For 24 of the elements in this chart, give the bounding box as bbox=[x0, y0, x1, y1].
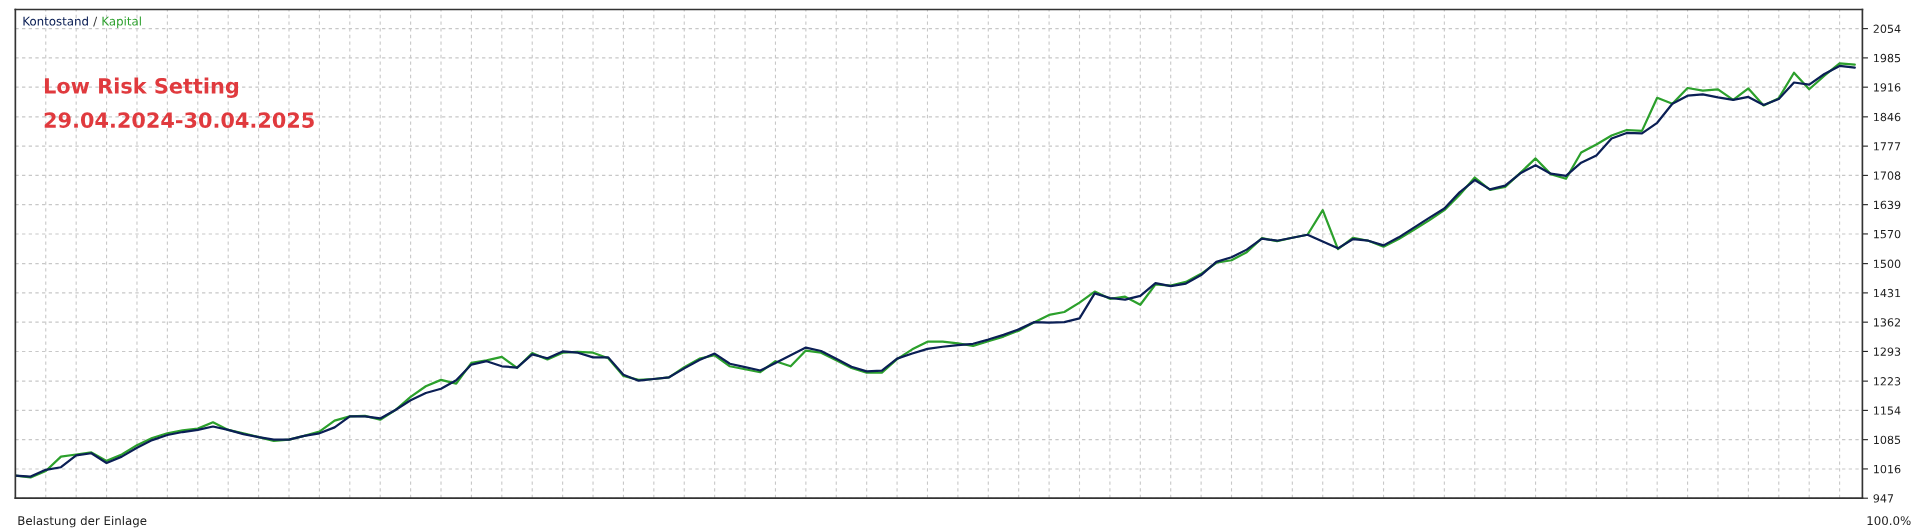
y-tick-label: 947 bbox=[1873, 494, 1894, 503]
text: Belastung der Einlage bbox=[18, 515, 147, 528]
y-tick-label: 1085 bbox=[1874, 435, 1901, 445]
y-tick-label: 1985 bbox=[1874, 53, 1901, 63]
y-tick-label: 1916 bbox=[1874, 83, 1901, 92]
text: Low Risk Setting bbox=[44, 77, 239, 98]
text: 100.0% bbox=[1867, 516, 1911, 526]
y-tick-label: 1846 bbox=[1874, 112, 1901, 122]
y-tick-label: 1223 bbox=[1874, 377, 1901, 386]
y-tick-label: 1708 bbox=[1874, 171, 1901, 180]
y-tick-label: 1500 bbox=[1874, 259, 1901, 269]
y-tick-label: 1639 bbox=[1874, 200, 1901, 210]
text: Kapital bbox=[102, 16, 141, 28]
y-tick-label: 1570 bbox=[1874, 229, 1901, 239]
text: 29.04.2024-30.04.2025 bbox=[44, 112, 314, 128]
y-tick-label: 1016 bbox=[1874, 464, 1901, 474]
text: Kontostand bbox=[23, 16, 88, 26]
y-tick-label: 1431 bbox=[1874, 288, 1901, 298]
y-tick-label: 2054 bbox=[1873, 24, 1901, 34]
y-tick-label: 1293 bbox=[1874, 347, 1901, 356]
annotation: / bbox=[93, 16, 98, 27]
y-tick-label: 1362 bbox=[1874, 318, 1900, 327]
y-tick-label: 1777 bbox=[1874, 142, 1901, 151]
y-tick-label: 1154 bbox=[1874, 406, 1901, 415]
